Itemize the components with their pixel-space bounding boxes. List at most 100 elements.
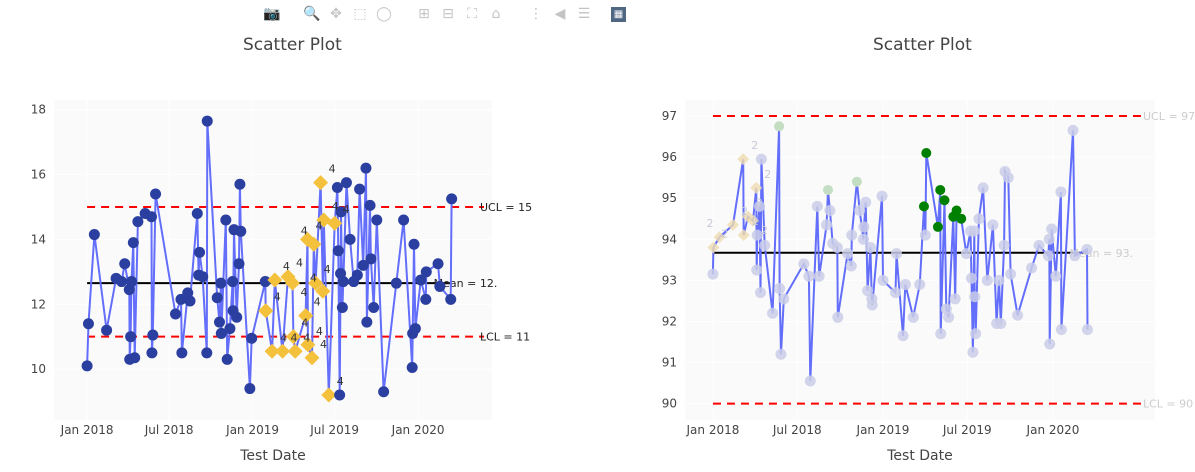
box-select-icon[interactable]: ⬚ (353, 6, 367, 22)
data-point-marker (831, 241, 843, 253)
x-tick-label: Jul 2019 (942, 423, 992, 437)
data-point-marker (949, 293, 961, 305)
data-point-marker (125, 331, 137, 343)
data-point-marker (1044, 338, 1056, 350)
data-point-marker (332, 245, 344, 257)
ucl-label: UCL = 15 (480, 201, 532, 214)
data-point-marker (420, 293, 432, 305)
y-tick-label: 96 (662, 150, 677, 164)
data-point-marker (987, 219, 999, 231)
data-point-marker (337, 276, 349, 288)
hover-closest-icon[interactable]: ◀ (554, 6, 566, 22)
flag-label: 4 (291, 331, 298, 344)
data-point-marker (129, 352, 141, 364)
data-point-marker (907, 311, 919, 323)
hover-compare-icon[interactable]: ☰ (577, 6, 591, 22)
flag-label: 2 (756, 197, 763, 210)
left-scatter-chart[interactable]: 10 12 14 16 18 Jan 2018 Jul 2018 Jan 2019 Jul 20… (0, 0, 597, 472)
data-point-marker (126, 276, 138, 288)
flag-label: 4 (329, 163, 336, 176)
y-tick-label: 18 (31, 103, 46, 117)
data-point-marker (132, 216, 144, 228)
data-point-marker (755, 153, 767, 165)
data-point-marker (1002, 172, 1014, 184)
flag-label: 4 (332, 200, 339, 213)
flagged-point-marker (315, 283, 331, 299)
highlighted-point-marker (956, 213, 967, 224)
data-point-marker (977, 182, 989, 194)
data-point-marker (751, 229, 763, 241)
flagged-point-marker (300, 337, 316, 353)
flag-label: 4 (300, 286, 307, 299)
data-point-marker (842, 248, 854, 260)
flag-label: 2 (706, 217, 713, 230)
data-point-marker (446, 193, 458, 205)
flag-label: 4 (315, 219, 322, 232)
x-tick-label: Jan 2019 (856, 423, 910, 437)
data-point-marker (774, 283, 786, 295)
lasso-icon[interactable]: ◯ (376, 6, 392, 22)
flag-label: 4 (301, 317, 308, 330)
y-tick-label: 14 (31, 232, 46, 246)
spike-lines-icon[interactable]: ⋮ (529, 6, 543, 22)
data-point-marker (813, 270, 825, 282)
left-chart-title: Scatter Plot (243, 35, 342, 55)
data-point-marker (803, 270, 815, 282)
flag-label: 4 (280, 331, 287, 344)
data-point-marker (259, 276, 271, 288)
flagged-point-marker (298, 308, 314, 324)
data-point-marker (897, 330, 909, 342)
flagged-point-marker (285, 329, 301, 345)
flag-label: 4 (337, 375, 344, 388)
data-point-marker (127, 237, 139, 249)
data-point-marker (398, 214, 410, 226)
data-point-marker (775, 348, 787, 360)
data-point-marker (357, 259, 369, 271)
autoscale-icon[interactable]: ⛶ (467, 6, 477, 22)
flagged-point-marker (304, 350, 320, 366)
zoom-in-icon[interactable]: ⊞ (418, 6, 430, 22)
flag-label: 4 (274, 291, 281, 304)
modebar: 📷 🔍 ✥ ⬚ ◯ ⊞ ⊟ ⛶ ⌂ ⋮ ◀ ☰ ▦ (263, 5, 626, 23)
y-tick-label: 92 (662, 314, 677, 328)
data-point-marker (858, 221, 870, 233)
data-point-marker (201, 115, 213, 127)
data-point-marker (233, 258, 245, 270)
data-point-marker (998, 239, 1010, 251)
data-point-marker (244, 383, 256, 395)
data-point-marker (201, 347, 213, 359)
data-point-marker (408, 238, 420, 250)
data-point-marker (857, 233, 869, 245)
home-icon[interactable]: ⌂ (491, 6, 501, 22)
data-point-marker (1055, 186, 1067, 198)
x-tick-label: Jul 2018 (772, 423, 822, 437)
data-point-marker (146, 347, 158, 359)
data-point-marker (331, 182, 343, 194)
data-point-marker (81, 360, 93, 372)
lcl-label: LCL = 11 (480, 331, 530, 344)
flag-label: 2 (764, 168, 771, 181)
y-tick-label: 91 (662, 355, 677, 369)
camera-icon[interactable]: 📷 (263, 6, 281, 22)
data-point-marker (759, 239, 771, 251)
right-scatter-chart[interactable]: 90 91 92 93 94 95 96 97 Jan 2018 Jul 2018 Jan 2019… (597, 0, 1195, 472)
zoom-out-icon[interactable]: ⊟ (442, 6, 454, 22)
flagged-point-marker (327, 215, 343, 231)
flagged-point-marker (737, 153, 750, 166)
flag-label: 4 (283, 260, 290, 273)
data-point-marker (832, 311, 844, 323)
x-tick-label: Jan 2018 (686, 423, 740, 437)
y-tick-label: 90 (662, 397, 677, 411)
flag-label: 4 (320, 338, 327, 351)
data-point-marker (415, 274, 427, 286)
flagged-point-marker (306, 236, 322, 252)
x-axis-title: Test Date (886, 448, 952, 464)
data-point-marker (220, 214, 232, 226)
data-point-marker (88, 229, 100, 241)
plotly-logo-icon[interactable]: ▦ (611, 6, 626, 22)
data-point-marker (1033, 239, 1045, 251)
pan-icon[interactable]: ✥ (330, 6, 342, 22)
flag-label: 2 (751, 139, 758, 152)
zoom-icon[interactable]: 🔍 (303, 6, 321, 22)
